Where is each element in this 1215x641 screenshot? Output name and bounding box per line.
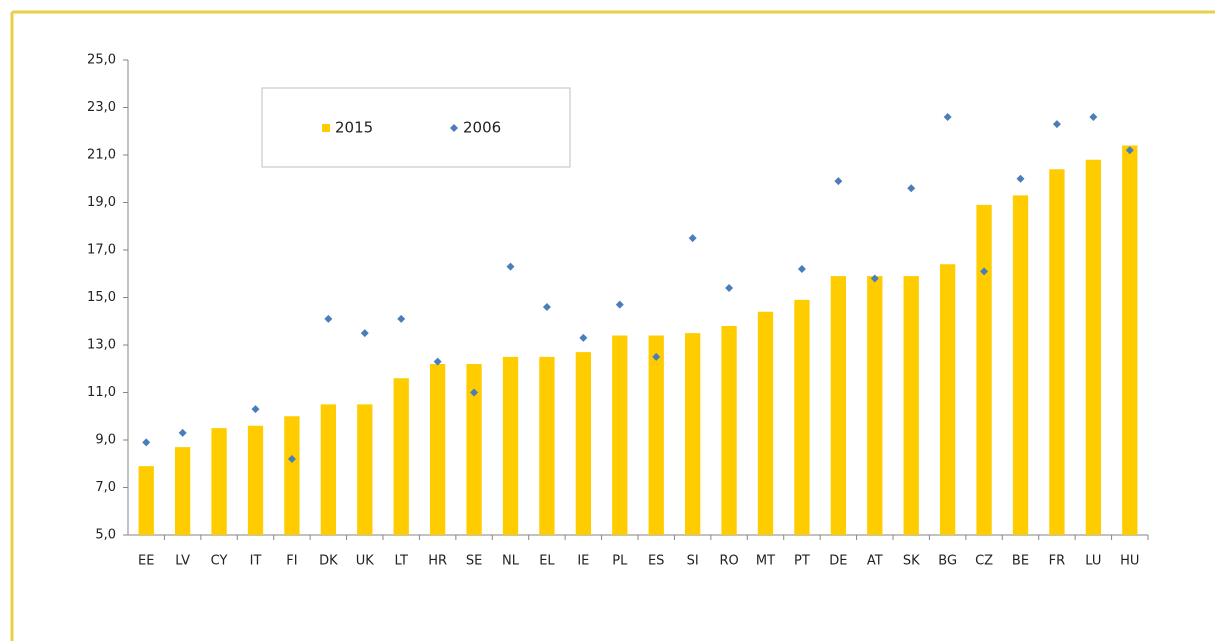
x-tick-label: RO [719,554,738,569]
point [943,113,952,121]
x-tick-label: SK [903,554,920,569]
x-tick-label: DE [829,554,847,569]
bar [830,276,847,535]
y-tick-label: 21,0 [87,148,116,163]
x-tick-label: IE [577,554,589,569]
point [615,300,624,309]
x-tick-label: HR [428,554,447,569]
legend-label: 2015 [335,119,373,137]
bar [867,276,883,535]
x-tick-label: EE [138,554,154,569]
bar [721,326,737,535]
y-tick-label: 19,0 [87,195,116,210]
point [542,303,551,311]
y-tick-label: 15,0 [87,290,116,305]
x-tick-label: LV [175,554,190,569]
bar [357,404,373,535]
x-tick-label: FR [1049,554,1066,569]
point [397,314,406,323]
point [251,405,260,414]
x-tick-label: ES [648,554,664,569]
bar [320,404,337,535]
bar [1122,145,1138,535]
x-tick-label: PT [794,554,810,569]
bar [466,364,482,535]
bar [1049,169,1065,535]
bar [211,428,227,535]
point [287,455,296,463]
bar [247,425,264,535]
point [1125,146,1134,155]
y-tick-label: 17,0 [87,243,116,258]
bar [138,466,154,535]
x-tick-label: AT [867,554,883,569]
bar [648,335,664,535]
bar [976,204,992,535]
y-tick-label: 9,0 [95,433,116,448]
bar [284,416,300,535]
legend-box [261,87,571,168]
y-tick-label: 5,0 [95,528,116,543]
point [980,267,989,276]
point [688,234,697,243]
bar [794,299,810,535]
x-tick-label: MT [756,554,775,569]
point [324,314,333,323]
y-tick-label: 23,0 [87,100,116,115]
bar [174,447,191,535]
y-tick-label: 25,0 [87,53,116,68]
x-tick-label: SI [687,554,699,569]
point [1016,174,1025,183]
y-tick-label: 13,0 [87,338,116,353]
point [142,438,151,447]
point [506,262,515,271]
bar [939,264,956,535]
bar [502,356,519,535]
x-tick-label: EL [539,554,555,569]
x-tick-label: LU [1085,554,1101,569]
point [433,357,442,366]
x-tick-label: NL [502,554,520,569]
point [579,333,588,342]
x-tick-label: DK [319,554,338,569]
x-tick-label: CZ [975,554,993,569]
y-tick-label: 11,0 [87,385,116,400]
bar [575,352,592,535]
x-tick-label: IT [250,554,262,569]
point [178,428,187,437]
bar [429,364,446,535]
point [907,184,916,193]
x-tick-label: PL [612,554,628,569]
bar [757,311,774,535]
bar [539,356,555,535]
point [470,388,479,397]
legend-swatch [322,124,330,132]
legend-label: 2006 [463,119,501,137]
point [360,329,369,338]
point [725,284,734,292]
bar [393,378,409,535]
x-tick-label: SE [466,554,482,569]
bar [903,276,919,535]
x-tick-label: LT [395,554,408,569]
x-tick-label: BG [938,554,957,569]
x-tick-label: HU [1120,554,1139,569]
x-tick-label: UK [356,554,375,569]
x-tick-label: FI [286,554,297,569]
point [1089,113,1098,121]
point [834,177,843,186]
legend-swatch [450,124,458,132]
bar [684,333,701,535]
x-tick-label: CY [211,554,228,569]
bar [1085,159,1102,535]
y-tick-label: 7,0 [95,480,116,495]
x-tick-label: BE [1012,554,1029,569]
bar [612,335,628,535]
point [797,265,806,273]
point [1052,120,1061,129]
bar [1012,195,1029,535]
point [870,274,879,283]
point [652,352,661,361]
